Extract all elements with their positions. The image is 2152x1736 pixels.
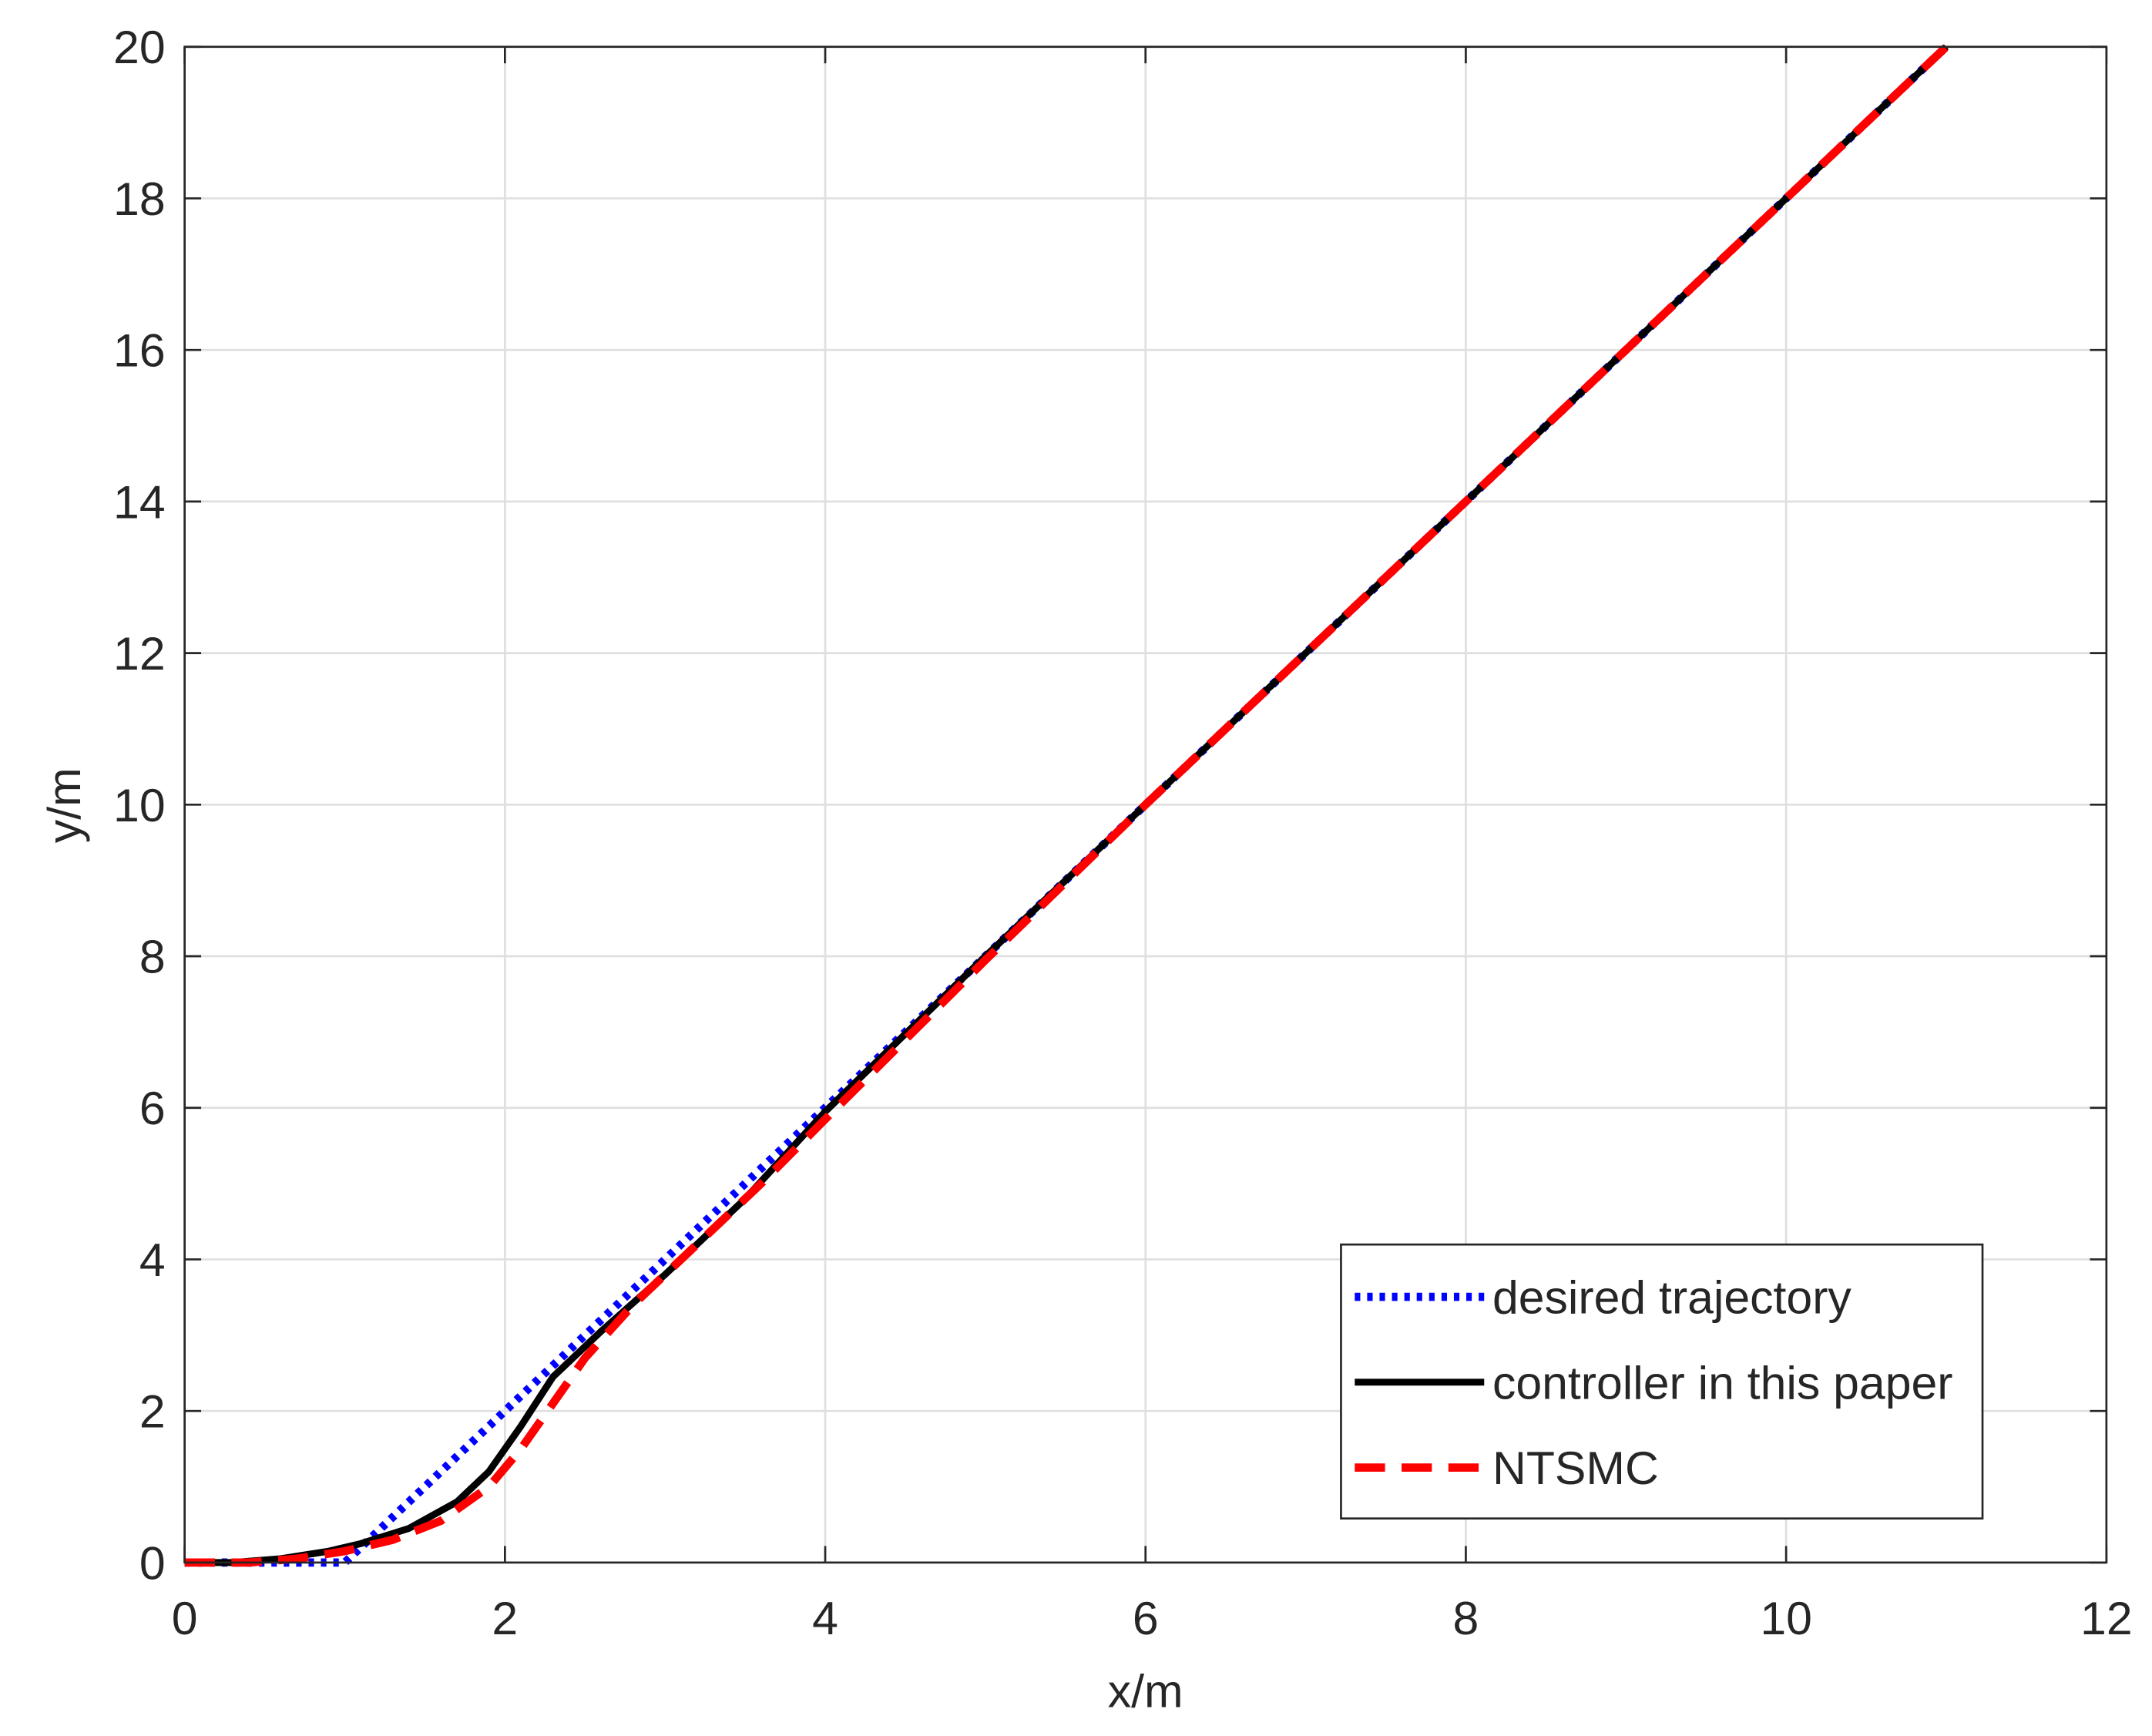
x-tick-label: 2	[492, 1592, 518, 1644]
legend-label: NTSMC	[1492, 1442, 1659, 1494]
y-tick-label: 8	[139, 930, 166, 982]
line-series	[184, 43, 1949, 1567]
y-tick-label: 12	[113, 627, 166, 680]
y-tick-label: 10	[113, 779, 166, 831]
legend-label: desired trajectory	[1492, 1271, 1852, 1323]
plot-frame	[183, 45, 2108, 1564]
y-tick-label: 20	[113, 21, 166, 73]
x-tick-label: 10	[1760, 1592, 1812, 1644]
x-tick-label: 4	[812, 1592, 838, 1644]
y-tick-label: 18	[113, 173, 166, 225]
legend-label: controller in this paper	[1492, 1356, 1953, 1409]
y-tick-label: 16	[113, 324, 166, 377]
x-tick-label: 0	[172, 1592, 198, 1644]
y-tick-label: 2	[139, 1385, 166, 1438]
y-tick-label: 0	[139, 1536, 166, 1589]
y-tick-label: 6	[139, 1082, 166, 1134]
y-tick-label: 14	[113, 475, 166, 528]
y-axis-label: y/m	[38, 767, 90, 843]
x-tick-label: 6	[1133, 1592, 1159, 1644]
y-tick-label: 4	[139, 1234, 166, 1286]
x-axis-label: x/m	[1108, 1664, 1183, 1717]
line-series	[184, 44, 1949, 1566]
x-tick-label: 8	[1453, 1592, 1479, 1644]
x-tick-label: 12	[2080, 1592, 2133, 1644]
